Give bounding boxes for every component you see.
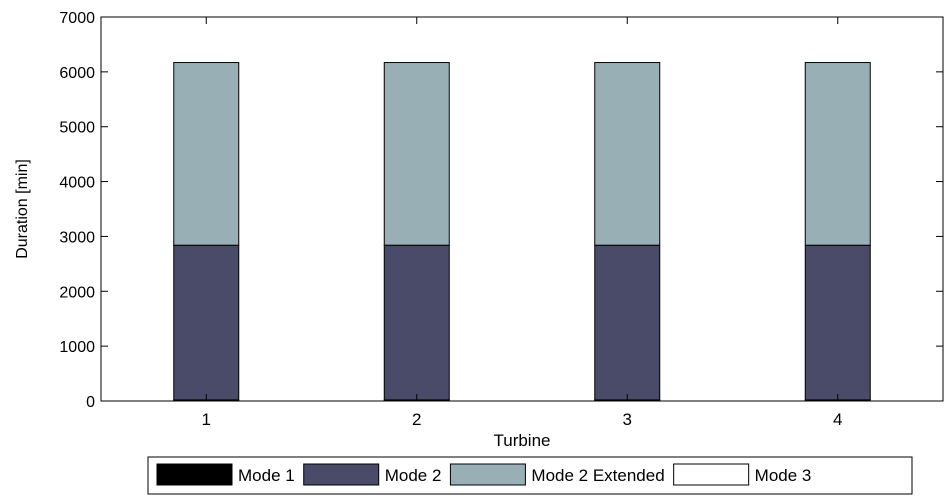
bar-segment	[804, 62, 871, 246]
bar-segment	[173, 62, 240, 246]
bar-segment	[383, 244, 450, 401]
bars-layer	[173, 62, 871, 402]
x-tick-label: 4	[833, 410, 842, 429]
legend-label: Mode 1	[238, 466, 295, 485]
x-axis-label: Turbine	[493, 431, 550, 450]
y-tick-label: 7000	[59, 10, 95, 27]
bar-segment	[594, 244, 661, 401]
legend-swatch	[156, 463, 233, 486]
legend-label: Mode 2 Extended	[531, 466, 664, 485]
y-tick-label: 3000	[59, 229, 95, 246]
legend-label: Mode 2	[385, 466, 442, 485]
y-axis-label: Duration [min]	[14, 159, 31, 259]
x-tick-label: 2	[412, 410, 421, 429]
legend-swatch	[673, 463, 750, 486]
y-tick-label: 0	[86, 394, 95, 411]
bar-segment	[383, 62, 450, 246]
legend: Mode 1 Mode 2 Mode 2 Extended Mode 3	[147, 456, 913, 495]
y-axis: 0 1000 2000 3000 4000 5000 6000 7000	[59, 10, 943, 411]
bar-segment	[173, 244, 240, 401]
y-tick-label: 4000	[59, 175, 95, 192]
legend-swatch	[303, 463, 380, 486]
x-tick-label: 1	[202, 410, 211, 429]
y-tick-label: 2000	[59, 284, 95, 301]
legend-box	[147, 456, 913, 495]
y-tick-label: 1000	[59, 339, 95, 356]
legend-label: Mode 3	[755, 466, 812, 485]
bar-segment	[594, 62, 661, 246]
bar-segment	[804, 244, 871, 401]
y-tick-label: 5000	[59, 120, 95, 137]
y-tick-label: 6000	[59, 65, 95, 82]
plot-frame	[100, 16, 944, 402]
legend-swatch	[449, 463, 526, 486]
x-axis: 1 2 3 4	[202, 17, 842, 429]
x-tick-label: 3	[623, 410, 632, 429]
